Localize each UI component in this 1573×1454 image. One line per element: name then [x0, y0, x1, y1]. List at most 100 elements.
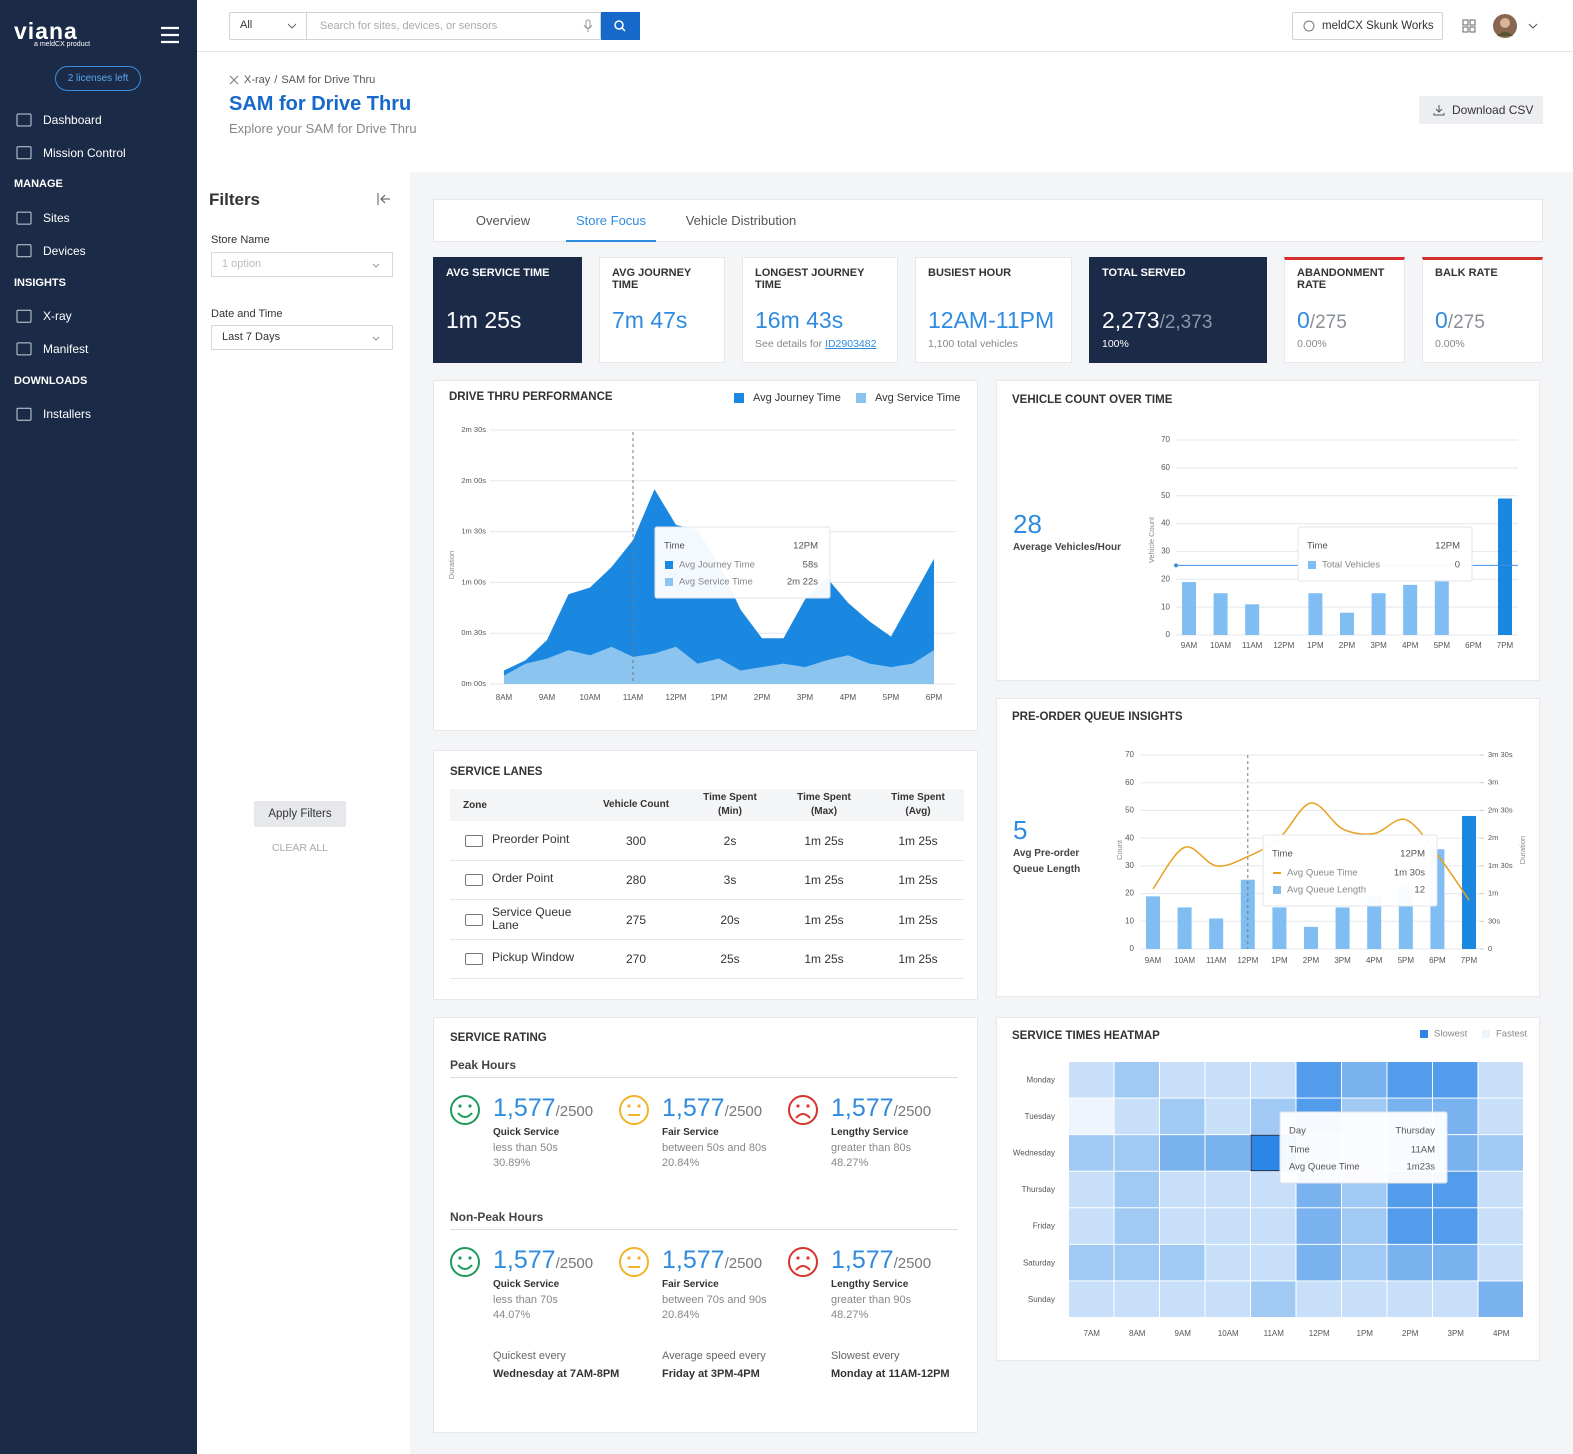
filter-select[interactable]: Last 7 Days [211, 325, 393, 350]
kpi-note-text: 1,100 total vehicles [928, 338, 1018, 350]
apply-button[interactable]: Apply Filters [254, 801, 346, 827]
rating-group-title: Peak Hours [450, 1058, 517, 1072]
filter-label: Store Name [211, 234, 270, 246]
kpi-total: /275 [1447, 312, 1485, 333]
service-lanes-panel: SERVICE LANES Zone Vehicle Count Time Spen… [433, 750, 978, 1000]
row-line [450, 860, 964, 861]
breadcrumb-link[interactable]: X-ray [244, 74, 271, 86]
kpi-value-number: 0 [1435, 307, 1448, 333]
table-header: Time Spent (Min) [703, 792, 757, 817]
zone-icon [465, 913, 483, 926]
breadcrumb-current: SAM for Drive Thru [281, 74, 376, 86]
kpi-label: LONGEST JOURNEY TIME [755, 267, 865, 291]
licenses-pill[interactable]: 2 licenses left [55, 66, 141, 91]
table-cell: 1m 25s [804, 912, 844, 927]
table-cell: 300 [625, 834, 647, 848]
kpi-note-text: See details for [755, 338, 823, 350]
kpi-note-text: 100% [1102, 338, 1129, 350]
scope-select[interactable]: All [240, 19, 253, 31]
rating-number: 1,577 [831, 1094, 894, 1122]
nav-item[interactable]: Mission Control [43, 145, 126, 160]
search-input[interactable]: Search for sites, devices, or sensors [320, 20, 498, 32]
zone-icon [465, 952, 483, 965]
page-header: X-ray / SAM for Drive Thru SAM for Drive T… [197, 52, 1573, 172]
kpi-value: 1m 25s [446, 307, 521, 334]
avatar[interactable] [1492, 13, 1542, 39]
kpi-note-link[interactable]: ID2903482 [825, 338, 877, 350]
table-cell: 1m 25s [804, 873, 844, 888]
table-cell: 3s [723, 873, 737, 888]
rating-value: 1,577/2500 [831, 1094, 931, 1123]
rating-value: 1,577/2500 [493, 1246, 593, 1275]
rating-number: 1,577 [662, 1246, 725, 1274]
kpi-note: See details for ID2903482 [755, 338, 876, 350]
collapse-icon[interactable] [377, 192, 391, 206]
rating-value: 1,577/2500 [662, 1094, 762, 1123]
kpi-total: /275 [1309, 312, 1347, 333]
mic-icon[interactable] [583, 19, 593, 33]
rating-number: 1,577 [493, 1094, 556, 1122]
stat-value: 5 [1013, 815, 1028, 845]
zone-icon [465, 874, 483, 887]
kpi-card: BALK RATE 0/275 0.00% [1422, 257, 1543, 363]
rating-share: 48.27% [831, 1157, 869, 1169]
summary-value: Friday at 3PM-4PM [662, 1368, 760, 1380]
nav-item[interactable]: Sites [43, 211, 70, 226]
nav-item[interactable]: X-ray [43, 309, 72, 324]
row-line [450, 938, 964, 940]
table-cell: 1m 25s [804, 834, 844, 848]
nav-heading: DOWNLOADS [14, 374, 88, 387]
search-box[interactable] [229, 12, 601, 40]
rating-share: 44.07% [493, 1309, 531, 1321]
kpi-label: BUSIEST HOUR [928, 267, 1012, 279]
tab[interactable]: Overview [475, 213, 531, 228]
table-cell: 1m 25s [898, 834, 938, 848]
service-rating-panel: SERVICE RATING Peak Hours 1,577/2500 Quick… [433, 1017, 978, 1433]
rating-label: Quick Service [493, 1279, 560, 1290]
table-header: Zone [463, 800, 487, 811]
table-cell: 1m 25s [804, 951, 844, 966]
kpi-value-number: 7m 47s [612, 307, 688, 333]
tab[interactable]: Store Focus [575, 213, 647, 228]
search-button[interactable] [601, 12, 640, 40]
nav-item[interactable]: Manifest [43, 341, 89, 356]
summary-label: Quickest every [493, 1350, 566, 1362]
kpi-note-text: 0.00% [1435, 338, 1465, 350]
rating-total: /2500 [724, 1255, 763, 1272]
menu-icon[interactable] [160, 26, 180, 44]
clear-button[interactable]: CLEAR ALL [271, 842, 329, 854]
stat-label: Average Vehicles/Hour [1013, 542, 1122, 553]
rating-total: /2500 [893, 1103, 932, 1120]
rating-number: 1,577 [831, 1246, 894, 1274]
topbar: All Search for sites, devices, or sensor… [197, 0, 1573, 52]
kpi-value: 0/275 [1297, 307, 1347, 334]
org-icon [1303, 20, 1315, 32]
table-header: Vehicle Count [602, 799, 670, 810]
rating-share: 20.84% [662, 1157, 700, 1169]
kpi-value-number: 16m 43s [755, 307, 844, 333]
nav-item[interactable]: Installers [43, 407, 92, 422]
tab[interactable]: Vehicle Distribution [685, 213, 797, 228]
summary-label: Average speed every [662, 1350, 766, 1362]
rating-range: greater than 80s [831, 1142, 912, 1154]
filter-select[interactable]: 1 option [211, 252, 393, 277]
nav-item[interactable]: Dashboard [43, 113, 102, 127]
nav-item[interactable]: Devices [43, 243, 86, 258]
kpi-card: AVG SERVICE TIME 1m 25s [433, 257, 582, 363]
download-button[interactable]: Download CSV [1419, 96, 1543, 124]
kpi-card: AVG JOURNEY TIME 7m 47s [599, 257, 725, 363]
table-header-bg [450, 789, 964, 821]
kpi-card: TOTAL SERVED 2,273/2,373 100% [1089, 257, 1267, 363]
group-line [450, 1229, 958, 1230]
apps-icon[interactable] [1462, 19, 1476, 33]
org-button[interactable]: meldCX Skunk Works [1292, 12, 1443, 40]
kpi-value-number: 12AM-11PM [928, 307, 1055, 333]
breadcrumb: X-ray / SAM for Drive Thru [244, 74, 375, 86]
rating-group-title: Non-Peak Hours [450, 1210, 544, 1224]
rating-label: Quick Service [493, 1127, 560, 1138]
table-cell: 280 [625, 873, 647, 888]
stat-label: Avg Pre-order Queue Length [1013, 848, 1081, 875]
tab-underline [566, 240, 656, 242]
rating-share: 20.84% [662, 1309, 700, 1321]
